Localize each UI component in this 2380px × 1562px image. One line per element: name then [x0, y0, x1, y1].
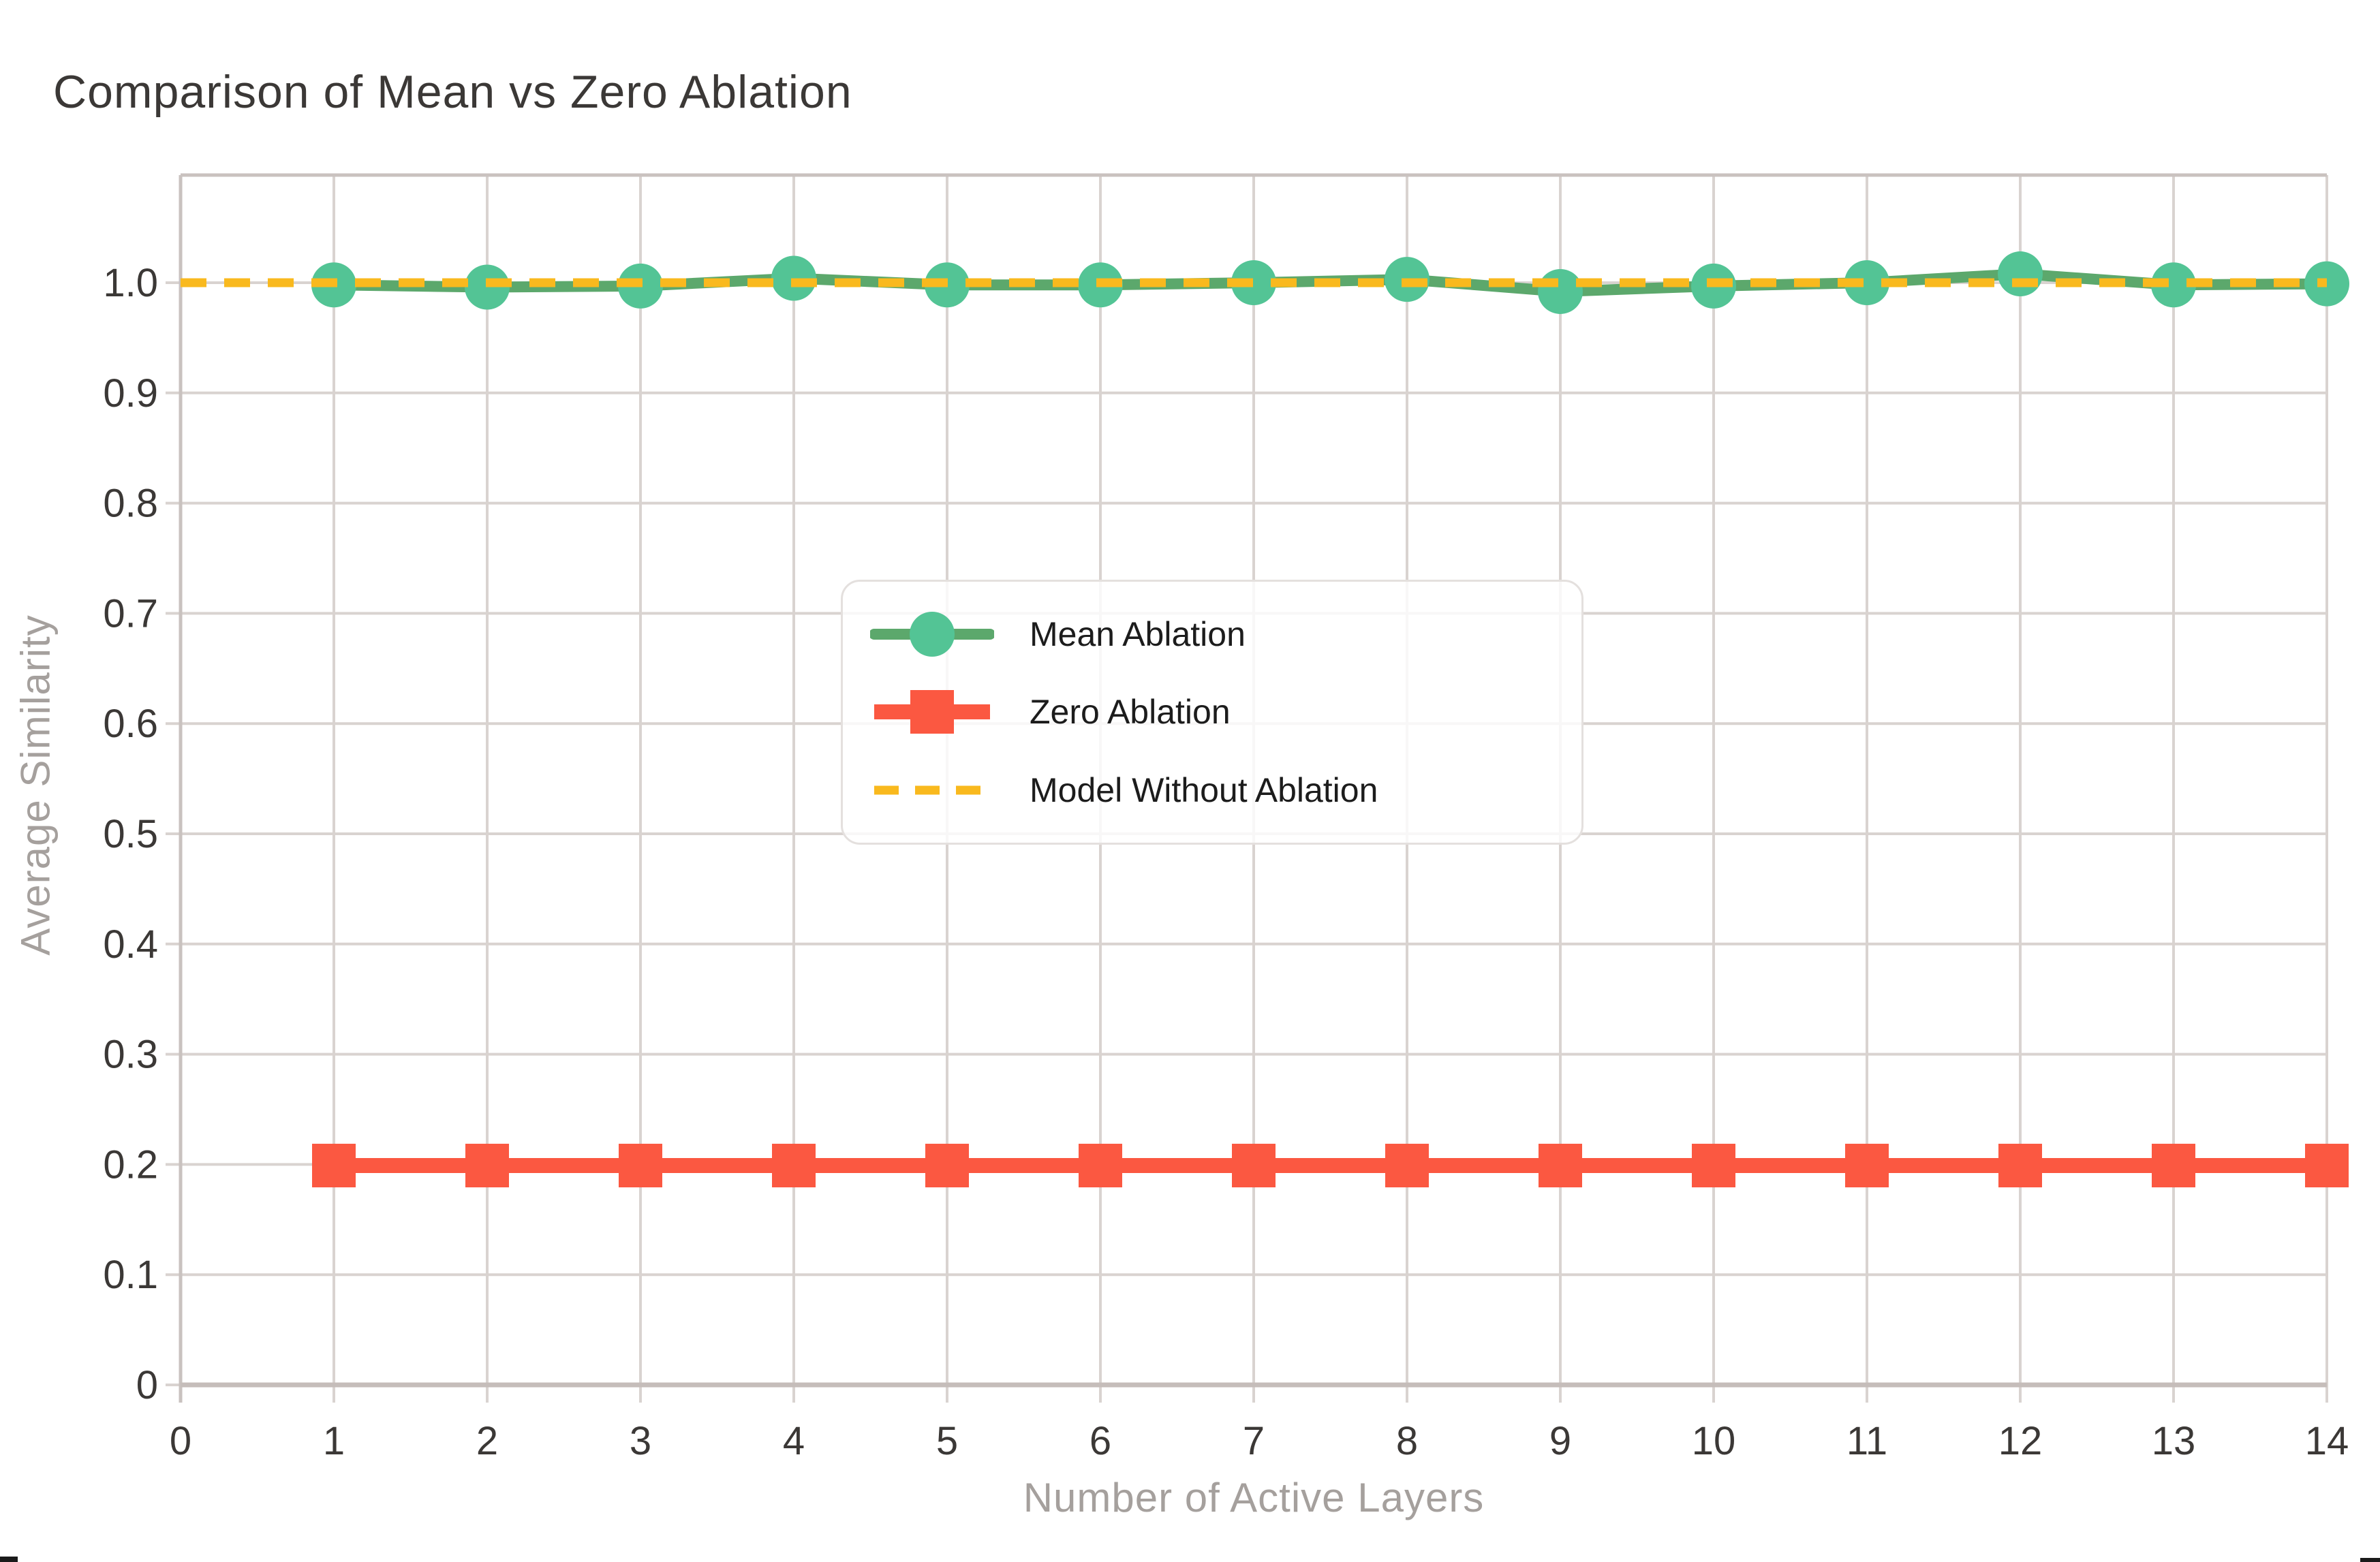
- x-axis-title: Number of Active Layers: [1023, 1475, 1485, 1520]
- x-tick-label: 3: [630, 1419, 651, 1463]
- y-tick-label: 0.2: [103, 1142, 158, 1187]
- series-1-marker: [1539, 1144, 1582, 1188]
- legend-item-mean-ablation[interactable]: Mean Ablation: [843, 607, 1581, 661]
- model-without-ablation-sample-icon: [874, 785, 990, 795]
- series-1-marker: [1998, 1144, 2042, 1188]
- mean-ablation-sample-icon: [870, 612, 994, 657]
- y-tick-label: 0.4: [103, 922, 158, 967]
- x-tick-label: 9: [1549, 1419, 1571, 1463]
- y-tick-label: 0.8: [103, 482, 158, 526]
- x-tick-label: 1: [323, 1419, 345, 1463]
- series-1-marker: [1385, 1144, 1429, 1188]
- series-0-marker: [1998, 251, 2043, 297]
- series-1-marker: [2152, 1144, 2195, 1188]
- series-0-marker: [2304, 261, 2349, 307]
- series-0-marker: [1231, 260, 1276, 305]
- y-tick-label: 0.9: [103, 371, 158, 416]
- legend-item-model-without-ablation[interactable]: Model Without Ablation: [843, 763, 1581, 817]
- x-tick-label: 7: [1243, 1419, 1265, 1463]
- x-tick-label: 13: [2152, 1419, 2196, 1463]
- y-tick-label: 0.1: [103, 1253, 158, 1297]
- x-tick-label: 12: [1998, 1419, 2043, 1463]
- chart-title: Comparison of Mean vs Zero Ablation: [53, 66, 852, 118]
- zero-ablation-sample-icon: [874, 690, 990, 734]
- series-1-marker: [312, 1144, 356, 1188]
- series-1-marker: [772, 1144, 816, 1188]
- x-tick-label: 4: [783, 1419, 805, 1463]
- series-1-marker: [465, 1144, 509, 1188]
- y-tick-label: 0: [136, 1363, 158, 1407]
- screen-edge-artifact-left: [0, 1557, 18, 1562]
- x-tick-label: 5: [936, 1419, 958, 1463]
- x-tick-label: 14: [2305, 1419, 2349, 1463]
- series-1-marker: [1692, 1144, 1735, 1188]
- y-tick-label: 1.0: [103, 261, 158, 305]
- series-1-marker: [1079, 1144, 1122, 1188]
- x-tick-label: 2: [476, 1419, 498, 1463]
- series-1-marker: [1232, 1144, 1276, 1188]
- legend-label-zero-ablation: Zero Ablation: [1030, 693, 1231, 732]
- x-tick-label: 0: [170, 1419, 191, 1463]
- legend-label-model-without-ablation: Model Without Ablation: [1030, 770, 1378, 809]
- y-tick-label: 0.3: [103, 1033, 158, 1077]
- series-1-marker: [2305, 1144, 2349, 1188]
- x-tick-label: 10: [1692, 1419, 1736, 1463]
- legend-label-mean-ablation: Mean Ablation: [1030, 615, 1246, 654]
- x-tick-label: 8: [1396, 1419, 1418, 1463]
- x-tick-label: 6: [1089, 1419, 1111, 1463]
- series-0-marker: [1844, 260, 1889, 305]
- legend: Mean Ablation Zero Ablation Model Withou…: [841, 580, 1583, 845]
- y-tick-label: 0.5: [103, 812, 158, 856]
- series-1-marker: [1845, 1144, 1889, 1188]
- screen-edge-artifact-right: [2360, 1558, 2380, 1562]
- series-0-marker: [2151, 262, 2196, 308]
- series-0-marker: [1538, 268, 1583, 314]
- series-1-marker: [925, 1144, 969, 1188]
- series-1-marker: [619, 1144, 662, 1188]
- legend-item-zero-ablation[interactable]: Zero Ablation: [843, 685, 1581, 739]
- x-tick-label: 11: [1846, 1419, 1887, 1463]
- y-tick-label: 0.7: [103, 591, 158, 636]
- y-axis-title: Average Similarity: [12, 614, 59, 956]
- y-tick-label: 0.6: [103, 702, 158, 746]
